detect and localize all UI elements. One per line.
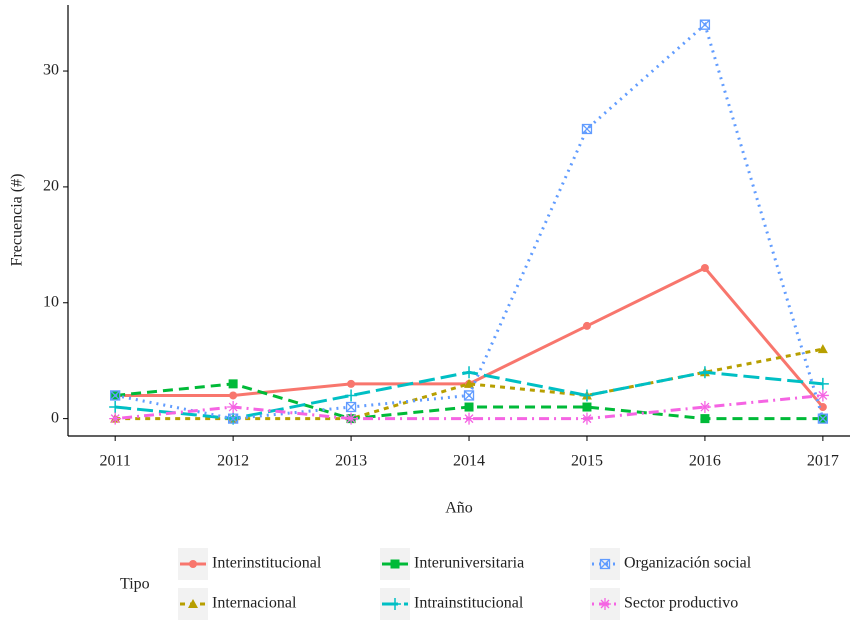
legend-marker: [390, 559, 400, 569]
x-axis-label: Año: [445, 500, 473, 517]
y-axis-label: Frecuencia (#): [9, 174, 26, 267]
point-shape: [581, 123, 593, 135]
x-tick-label: 2015: [571, 453, 603, 470]
point: [817, 413, 829, 424]
legend-label: Internacional: [212, 595, 297, 612]
point: [700, 414, 710, 424]
point-shape: [109, 401, 122, 414]
point: [463, 390, 475, 401]
legend-label: Interinstitucional: [212, 555, 322, 572]
point-shape: [599, 598, 611, 610]
point: [581, 123, 593, 135]
legend-title: Tipo: [120, 576, 150, 593]
point-shape: [582, 321, 591, 330]
point-shape: [816, 389, 829, 402]
point-shape: [464, 402, 474, 412]
y-tick-label: 30: [43, 62, 59, 79]
point: [816, 377, 829, 390]
point-shape: [699, 19, 711, 30]
point-shape: [110, 390, 121, 401]
point: [345, 401, 357, 413]
x-tick-label: 2014: [453, 453, 485, 470]
point-shape: [229, 391, 238, 400]
point-shape: [463, 366, 476, 379]
point: [816, 389, 829, 402]
legend-marker: [599, 598, 611, 610]
point-shape: [345, 412, 358, 425]
y-tick-label: 0: [51, 409, 59, 426]
y-tick-label: 20: [43, 178, 59, 195]
point-shape: [700, 414, 710, 424]
legend-label: Interuniversitaria: [414, 555, 524, 572]
point-shape: [700, 264, 709, 273]
legend-label: Sector productivo: [624, 595, 738, 612]
point: [817, 344, 828, 354]
point-shape: [345, 401, 357, 413]
point: [700, 264, 709, 273]
point: [464, 378, 475, 388]
point: [345, 389, 358, 402]
x-tick-label: 2012: [217, 453, 249, 470]
point: [580, 389, 593, 402]
point: [698, 366, 711, 379]
point-shape: [698, 366, 711, 379]
point-shape: [582, 402, 592, 412]
point-shape: [463, 390, 475, 401]
point: [464, 402, 474, 412]
point-shape: [817, 413, 829, 424]
point-shape: [818, 403, 827, 412]
point-shape: [463, 412, 476, 425]
point-shape: [227, 413, 239, 424]
x-tick-label: 2013: [335, 453, 367, 470]
point-shape: [188, 599, 198, 608]
legend-label: Organización social: [624, 555, 752, 572]
point: [347, 379, 356, 388]
point: [463, 366, 476, 379]
point: [345, 412, 358, 425]
point: [228, 379, 238, 389]
point: [227, 413, 239, 424]
point-shape: [580, 389, 593, 402]
point: [698, 401, 711, 414]
legend-marker: [599, 558, 611, 570]
point: [229, 391, 238, 400]
point-shape: [189, 560, 197, 568]
point-shape: [347, 379, 356, 388]
point-shape: [816, 377, 829, 390]
point: [699, 19, 711, 30]
series-line: [114, 22, 825, 421]
point-shape: [580, 412, 593, 425]
y-tick-label: 10: [43, 293, 59, 310]
point: [463, 412, 476, 425]
point: [582, 402, 592, 412]
legend-marker: [389, 598, 401, 610]
point: [582, 321, 591, 330]
point-shape: [109, 412, 122, 425]
point: [109, 401, 122, 414]
point: [227, 401, 240, 414]
point-shape: [389, 598, 401, 610]
x-tick-label: 2016: [689, 453, 721, 470]
point-shape: [227, 401, 240, 414]
point-shape: [464, 378, 475, 388]
x-tick-label: 2011: [99, 453, 130, 470]
point: [818, 403, 827, 412]
x-tick-label: 2017: [807, 453, 839, 470]
legend-marker: [188, 599, 198, 608]
point: [580, 412, 593, 425]
point: [110, 390, 121, 401]
point-shape: [228, 379, 238, 389]
legend-label: Intrainstitucional: [414, 595, 524, 612]
point-shape: [698, 401, 711, 414]
point-shape: [599, 558, 611, 570]
point-shape: [390, 559, 400, 569]
point: [109, 412, 122, 425]
point-shape: [817, 344, 828, 354]
point-shape: [345, 389, 358, 402]
legend-marker: [189, 560, 197, 568]
